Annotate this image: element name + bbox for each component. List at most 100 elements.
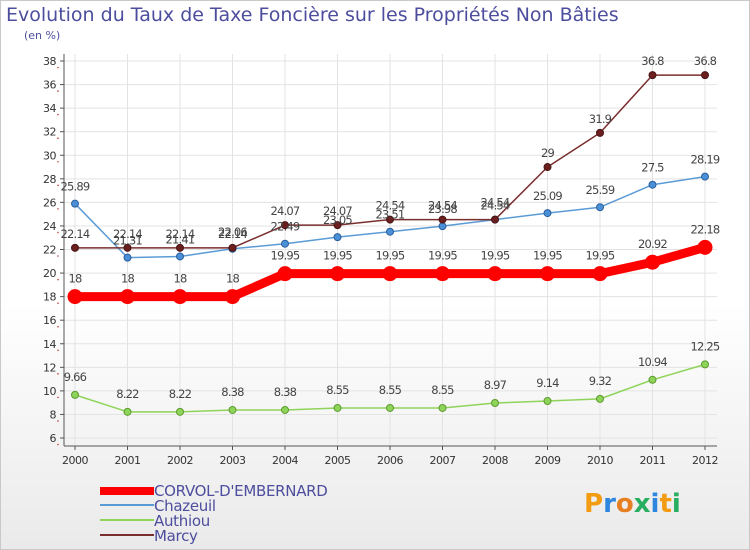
data-label-authiou: 8.55: [379, 383, 402, 397]
y-minor-dot: [57, 255, 59, 257]
x-tick-label: 2003: [220, 454, 246, 467]
legend-label-marcy: Marcy: [154, 527, 198, 545]
y-minor-dot: [57, 208, 59, 210]
data-point-chazeuil: [123, 253, 132, 262]
data-point-corvol: [382, 266, 398, 282]
data-label-chazeuil: 23.51: [376, 208, 405, 222]
y-tick-label: 26: [43, 196, 56, 209]
data-point-corvol: [225, 289, 240, 305]
y-tick-label: 10: [43, 385, 56, 398]
data-label-authiou: 8.55: [326, 383, 349, 397]
data-label-corvol: 19.95: [428, 249, 457, 263]
data-point-chazeuil: [386, 227, 394, 236]
data-label-marcy: 24.54: [481, 199, 510, 213]
data-point-chazeuil: [543, 209, 552, 218]
data-label-authiou: 10.94: [638, 355, 667, 369]
data-label-authiou: 9.32: [589, 374, 612, 388]
data-point-authiou: [281, 405, 289, 414]
data-point-marcy: [281, 221, 289, 230]
data-point-corvol: [697, 239, 713, 255]
data-point-marcy: [333, 221, 342, 230]
y-minor-dot: [57, 325, 59, 328]
legend-swatch-corvol: [100, 487, 154, 495]
legend-swatch-chazeuil: [100, 504, 154, 506]
data-point-chazeuil: [281, 239, 289, 248]
data-label-chazeuil: 25.89: [61, 180, 90, 194]
data-point-marcy: [228, 243, 237, 252]
data-point-marcy: [701, 71, 709, 80]
y-minor-dot: [57, 349, 59, 352]
y-minor-dot: [57, 137, 59, 139]
y-tick-label: 38: [43, 55, 56, 68]
legend-swatch-marcy: [100, 534, 154, 536]
logo-letter: t: [659, 489, 672, 519]
legend-label-chazeuil: Chazeuil: [154, 497, 216, 515]
data-point-marcy: [71, 243, 79, 252]
data-label-authiou: 12.25: [691, 339, 720, 353]
y-minor-dot: [57, 90, 59, 92]
data-point-authiou: [123, 407, 132, 416]
data-label-authiou: 9.66: [64, 370, 87, 384]
y-minor-dot: [57, 443, 59, 446]
data-label-chazeuil: 21.31: [113, 234, 142, 248]
y-minor-dot: [57, 302, 59, 304]
y-tick-label: 8: [50, 408, 57, 421]
data-point-chazeuil: [596, 203, 604, 212]
data-label-marcy: 36.8: [641, 54, 664, 68]
data-point-chazeuil: [438, 222, 447, 231]
y-minor-dot: [57, 113, 59, 116]
y-tick-label: 34: [43, 102, 56, 115]
data-label-marcy: 22.14: [61, 227, 90, 241]
data-point-chazeuil: [333, 233, 342, 242]
legend-swatch-authiou: [100, 519, 154, 521]
data-label-corvol: 19.95: [533, 249, 562, 263]
data-label-marcy: 22.14: [113, 227, 142, 241]
data-point-marcy: [123, 243, 132, 252]
data-label-corvol: 22.18: [691, 222, 720, 236]
data-point-marcy: [648, 71, 657, 80]
data-point-authiou: [438, 403, 447, 412]
unit-label: (en %): [24, 29, 61, 42]
legend-label-corvol: CORVOL-D'EMBERNARD: [154, 482, 328, 500]
data-label-authiou: 8.55: [431, 383, 454, 397]
y-tick-label: 22: [43, 244, 56, 257]
x-tick-label: 2002: [167, 454, 193, 467]
y-tick-label: 24: [43, 220, 56, 233]
data-point-corvol: [330, 266, 345, 282]
data-point-authiou: [228, 405, 237, 414]
data-label-marcy: 22.14: [166, 227, 195, 241]
data-label-chazeuil: 27.5: [641, 161, 664, 175]
data-label-authiou: 8.38: [221, 385, 244, 399]
data-point-corvol: [487, 266, 503, 282]
y-minor-dot: [57, 278, 59, 281]
y-tick-label: 18: [43, 291, 56, 304]
logo-letter: i: [650, 489, 660, 519]
data-point-corvol: [120, 289, 135, 305]
logo-letter: r: [603, 489, 616, 519]
data-point-corvol: [172, 289, 188, 305]
data-point-marcy: [438, 215, 447, 224]
y-minor-dot: [57, 160, 59, 163]
y-minor-dot: [57, 231, 59, 234]
y-tick-label: 32: [43, 126, 56, 139]
data-label-chazeuil: 28.19: [691, 153, 720, 167]
y-minor-dot: [57, 184, 59, 187]
x-tick-label: 2001: [115, 454, 141, 467]
data-label-marcy: 22.14: [218, 227, 247, 241]
data-point-authiou: [333, 403, 342, 412]
chart-title: Evolution du Taux de Taxe Foncière sur l…: [6, 4, 619, 26]
data-point-authiou: [491, 399, 499, 408]
data-point-marcy: [596, 128, 604, 137]
data-label-authiou: 8.22: [169, 387, 192, 401]
data-label-corvol: 20.92: [638, 237, 667, 251]
data-label-chazeuil: 23.05: [323, 213, 352, 227]
data-label-authiou: 9.14: [536, 376, 559, 390]
y-minor-dot: [57, 66, 59, 69]
data-label-marcy: 24.07: [323, 204, 352, 218]
data-label-corvol: 18: [121, 272, 135, 286]
x-tick-label: 2012: [692, 454, 718, 467]
x-tick-label: 2005: [325, 454, 351, 467]
x-tick-label: 2008: [482, 454, 508, 467]
legend-label-authiou: Authiou: [154, 512, 210, 530]
